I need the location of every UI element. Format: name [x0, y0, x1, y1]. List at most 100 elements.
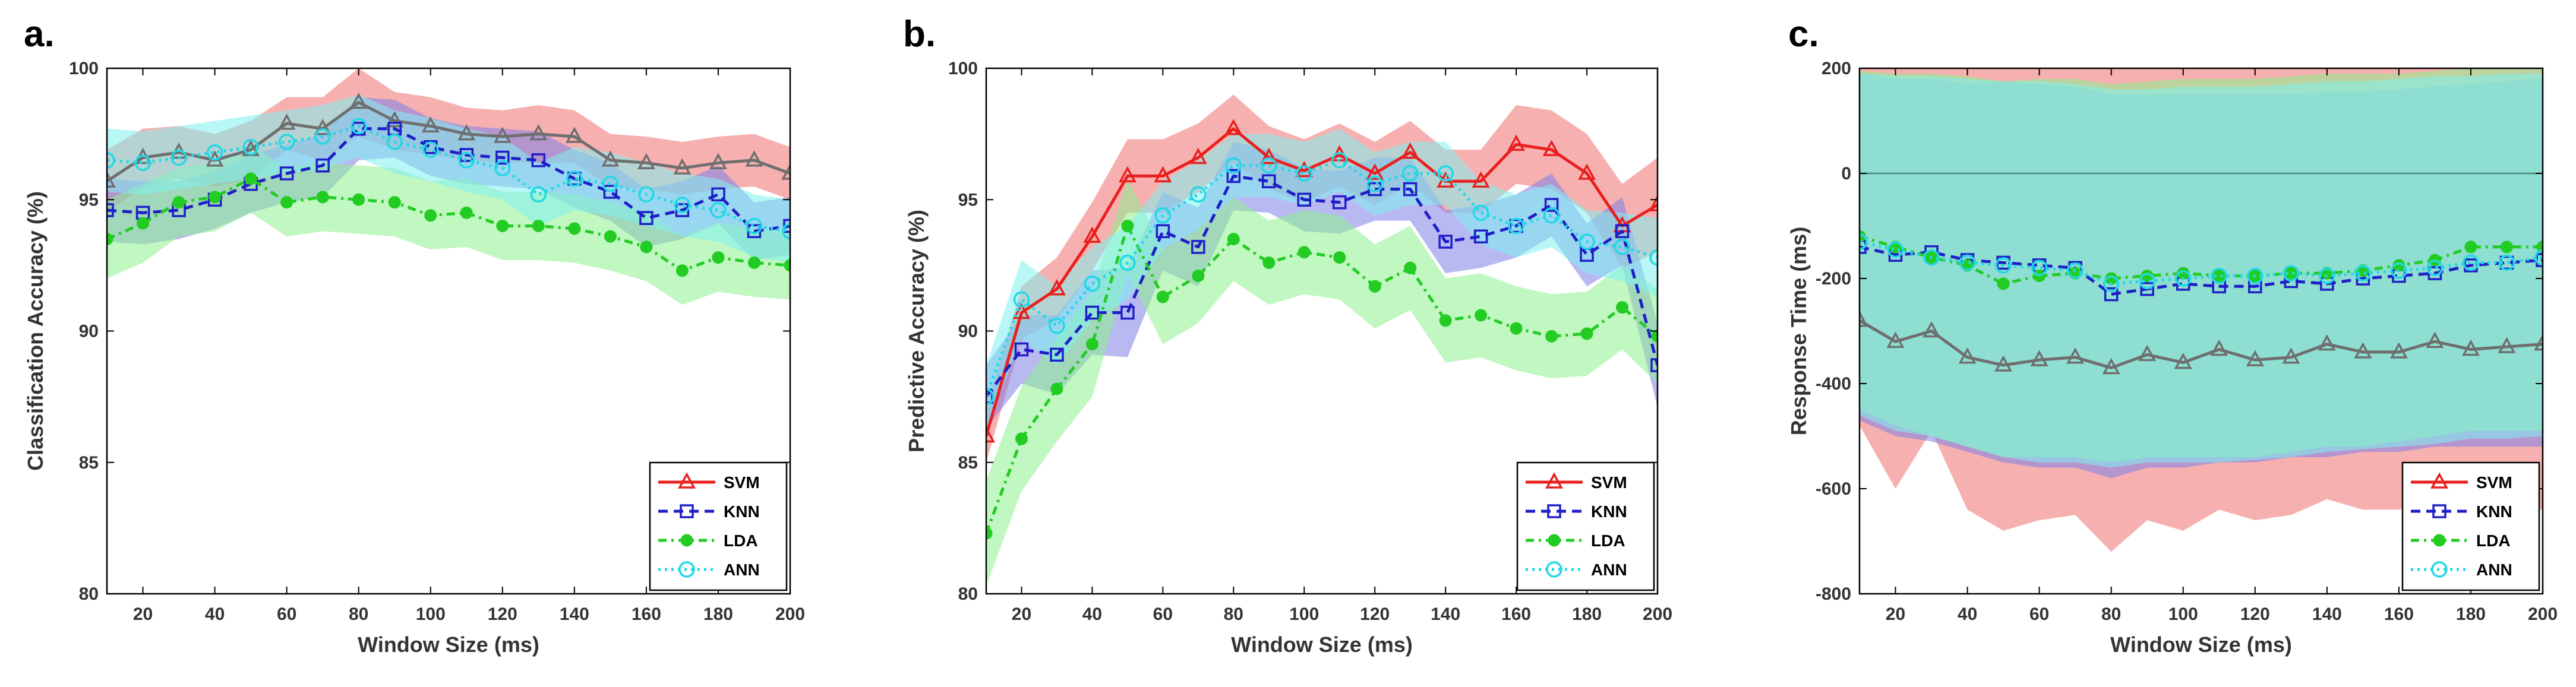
ann-point	[171, 149, 187, 166]
svm-point	[1922, 321, 1941, 338]
ann-point	[602, 175, 619, 192]
lda-point	[1333, 251, 1346, 264]
legend-ann-marker	[2431, 561, 2448, 578]
lda-point	[986, 527, 993, 540]
ann-point	[1366, 175, 1383, 192]
y-tick-label: 85	[958, 453, 978, 473]
svm-point	[493, 126, 512, 143]
y-tick-label: 85	[79, 453, 99, 473]
lda-point	[460, 206, 473, 219]
svm-point	[1886, 331, 1905, 348]
knn-point	[1085, 305, 1100, 320]
svm-point	[1047, 279, 1066, 296]
legend-svm-label: SVM	[2476, 473, 2512, 492]
legend-knn-marker	[1547, 504, 1561, 518]
svm-point	[2030, 350, 2048, 366]
lda-point	[1510, 322, 1523, 335]
svm-point	[637, 153, 655, 170]
knn-point	[2104, 287, 2119, 302]
y-tick-label: -200	[1816, 269, 1851, 289]
x-axis-label: Window Size (ms)	[1231, 632, 1413, 657]
svm-point	[1994, 355, 2013, 372]
legend-svm-marker	[2430, 472, 2448, 489]
y-axis-label: Classification Accuracy (%)	[23, 191, 48, 471]
svm-point	[781, 163, 790, 180]
svm-point	[2534, 334, 2543, 351]
y-tick-label: 0	[1841, 164, 1851, 183]
x-tick-label: 160	[2384, 604, 2414, 624]
lda-point	[640, 240, 653, 254]
lda-point	[784, 259, 790, 272]
x-tick-label: 160	[1501, 604, 1531, 624]
ann-point	[2463, 254, 2479, 271]
legend-svm-label: SVM	[1591, 473, 1627, 492]
ann-point	[1437, 165, 1454, 182]
legend: SVM KNN LDA ANN	[649, 461, 788, 591]
ann-point	[1084, 276, 1101, 292]
legend-knn-label: KNN	[724, 502, 760, 521]
svm-point	[565, 126, 583, 143]
ann-point	[530, 186, 547, 203]
lda-point	[1298, 246, 1311, 259]
lda-point	[107, 233, 113, 246]
lda-point	[280, 196, 293, 209]
svm-point	[1083, 226, 1101, 243]
svm-point	[1295, 160, 1314, 178]
svm-point	[349, 92, 368, 109]
y-tick-label: 100	[69, 59, 99, 78]
ann-point	[2283, 265, 2300, 281]
knn-point	[1403, 182, 1418, 197]
ann-band	[1860, 73, 2543, 468]
ann-point	[1013, 291, 1030, 308]
svm-point	[386, 110, 404, 128]
ann-point	[2211, 267, 2228, 284]
ann-point	[782, 223, 790, 240]
ann-point	[242, 139, 259, 156]
lda-point	[675, 264, 689, 277]
lda-point	[1651, 330, 1658, 343]
x-axis-label: Window Size (ms)	[2110, 632, 2292, 657]
ann-point	[986, 388, 995, 405]
lda-band	[107, 144, 790, 305]
legend-svm-marker	[678, 472, 696, 489]
x-tick-label: 180	[1572, 604, 1602, 624]
ann-point	[2247, 267, 2264, 284]
knn-point	[639, 211, 654, 225]
legend-ann-marker	[678, 561, 695, 578]
knn-point	[1191, 240, 1205, 254]
panel-a: 20 40 60 80 100 120 140 160 180 200 80 85 90 95 100 Win…	[23, 14, 805, 657]
knn-point	[1509, 219, 1523, 233]
ann-point	[2139, 273, 2155, 290]
x-tick-label: 120	[1360, 604, 1390, 624]
svm-point	[107, 171, 116, 188]
ann-point	[2174, 270, 2192, 287]
knn-point	[1332, 195, 1347, 210]
knn-point	[1226, 169, 1241, 183]
legend-lda-label: LDA	[2476, 531, 2511, 550]
lda-point	[209, 191, 222, 204]
lda-point	[1475, 309, 1488, 322]
x-tick-label: 20	[1012, 604, 1031, 624]
knn-point	[1050, 347, 1064, 362]
lda-point	[316, 191, 329, 204]
ann-point	[1225, 157, 1242, 174]
lda-point	[1192, 270, 1205, 283]
legend-ann-label: ANN	[724, 561, 760, 579]
y-tick-label: 95	[79, 190, 99, 210]
knn-point	[1438, 235, 1453, 249]
x-tick-label: 120	[2240, 604, 2270, 624]
ann-point	[1508, 217, 1524, 235]
x-tick-label: 180	[2456, 604, 2486, 624]
x-tick-label: 100	[1289, 604, 1319, 624]
x-tick-label: 60	[1153, 604, 1173, 624]
ann-point	[1296, 165, 1313, 182]
svm-point	[1578, 163, 1596, 180]
svm-point	[2174, 352, 2192, 369]
svm-point	[709, 153, 727, 170]
x-tick-label: 140	[1431, 604, 1460, 624]
y-tick-label: 80	[79, 584, 99, 604]
x-tick-label: 200	[1643, 604, 1672, 624]
svm-point	[1958, 347, 1977, 364]
y-tick-label: -400	[1816, 374, 1851, 394]
